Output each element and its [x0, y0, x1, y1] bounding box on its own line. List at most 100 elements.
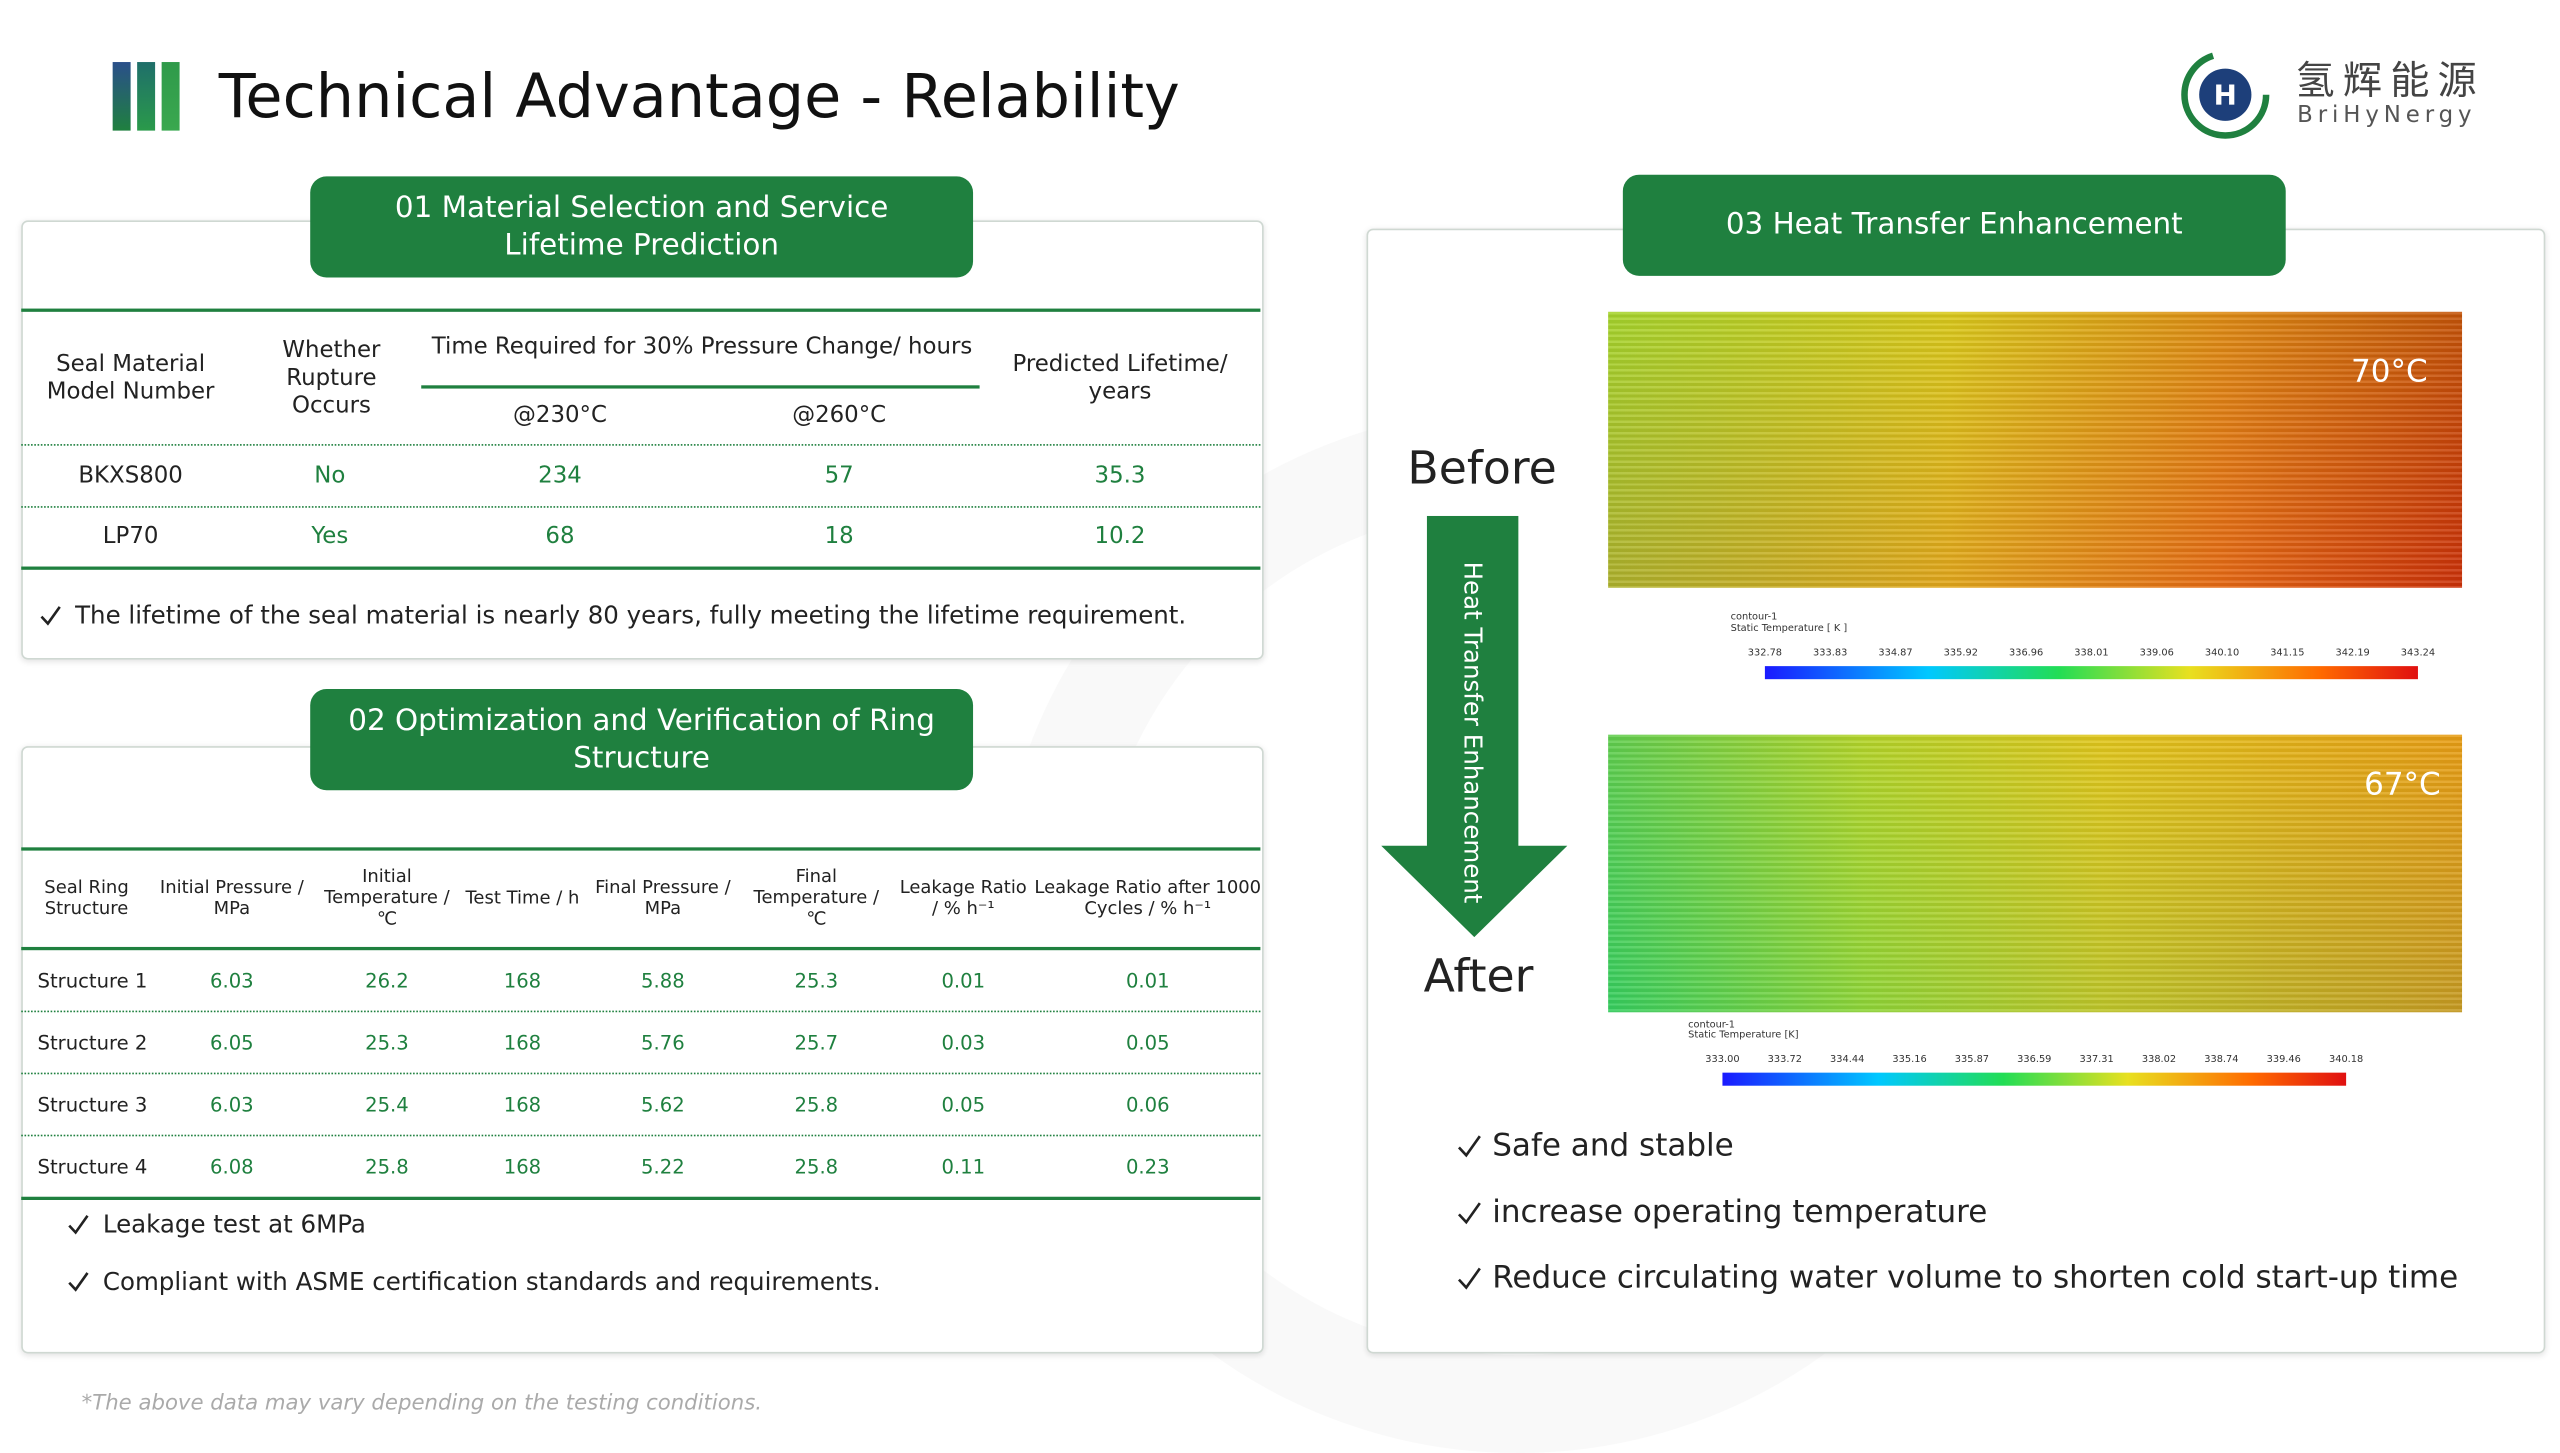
table-cell: 18 — [824, 523, 854, 550]
section-title: 03 Heat Transfer Enhancement — [1622, 174, 2286, 276]
table-header: Leakage Ratio / % h⁻¹ — [899, 876, 1027, 920]
table-cell: 25.4 — [365, 1093, 409, 1117]
note: increase operating temperature — [1492, 1193, 1988, 1230]
table-cell: LP70 — [102, 523, 159, 550]
table-cell: 35.3 — [1094, 463, 1146, 490]
table-cell: Structure 4 — [37, 1155, 148, 1179]
table-header: Initial Temperature / ℃ — [324, 865, 450, 930]
colorbar-tick: 337.31 — [2079, 1053, 2114, 1066]
table-header: Seal Material Model Number — [46, 351, 215, 405]
table-rule — [21, 1010, 1261, 1013]
table-cell: 26.2 — [365, 969, 409, 993]
table-cell: Structure 1 — [37, 969, 148, 993]
table-rule — [21, 946, 1261, 951]
table-subheader: @230°C — [513, 402, 607, 429]
section-title: 02 Optimization and Verification of Ring… — [310, 688, 974, 791]
table-rule — [21, 308, 1261, 312]
table-cell: 168 — [503, 1031, 542, 1055]
table-cell: Structure 3 — [37, 1093, 148, 1117]
before-label: Before — [1407, 441, 1557, 496]
table-header: Time Required for 30% Pressure Change/ h… — [431, 334, 973, 361]
table-cell: Yes — [311, 523, 349, 550]
colorbar-after — [1722, 1072, 2347, 1086]
table-rule — [21, 1072, 1261, 1075]
table-header: Initial Pressure / MPa — [159, 876, 304, 920]
table-cell: 6.03 — [210, 969, 254, 993]
table-header: Final Temperature / ℃ — [753, 865, 880, 930]
logo-icon: H — [2181, 50, 2270, 139]
check-icon — [40, 606, 61, 626]
heatmap-before — [1608, 311, 2463, 588]
table-cell: 5.62 — [641, 1093, 685, 1117]
table-cell: 234 — [538, 463, 582, 490]
footnote: *The above data may vary depending on th… — [81, 1391, 763, 1416]
table-cell: 168 — [503, 1093, 542, 1117]
table-rule — [21, 444, 1261, 446]
table-header: Whether Rupture Occurs — [282, 337, 381, 419]
table-cell: BKXS800 — [78, 463, 183, 490]
arrow-label: Heat Transfer Enhancement — [1457, 561, 1488, 904]
temperature-label: 67°C — [2364, 766, 2441, 803]
colorbar-tick: 334.44 — [1830, 1053, 1865, 1066]
table-cell: 6.05 — [210, 1031, 254, 1055]
check-icon — [1457, 1267, 1481, 1290]
slide-title: Technical Advantage - Relability — [218, 61, 1180, 132]
table-rule — [21, 506, 1261, 508]
after-label: After — [1423, 948, 1534, 1003]
legend-subtitle: Static Temperature [ K ] — [1730, 622, 1848, 635]
table-header: Test Time / h — [465, 887, 580, 909]
colorbar-tick: 335.92 — [1943, 647, 1978, 659]
title-icon — [112, 62, 131, 131]
panel-1 — [21, 220, 1264, 660]
table-cell: 168 — [503, 969, 542, 993]
colorbar-tick: 333.83 — [1813, 647, 1848, 659]
colorbar-tick: 340.10 — [2204, 647, 2240, 659]
table-subheader: @260°C — [792, 402, 887, 429]
table-cell: 25.8 — [794, 1093, 839, 1117]
logo-mark: H — [2214, 78, 2237, 111]
table-cell: Structure 2 — [37, 1031, 148, 1055]
table-rule — [21, 1134, 1261, 1137]
table-header: Seal Ring Structure — [44, 876, 129, 920]
section-title: 01 Material Selection and Service Lifeti… — [310, 176, 974, 278]
table-cell: 68 — [545, 523, 575, 550]
table-cell: 0.01 — [941, 969, 986, 993]
colorbar-tick: 343.24 — [2400, 647, 2436, 659]
table-cell: 0.23 — [1125, 1155, 1170, 1179]
colorbar-before — [1764, 666, 2418, 680]
temperature-label: 70°C — [2351, 353, 2428, 390]
legend-subtitle: Static Temperature [K] — [1688, 1029, 1799, 1041]
table-cell: 5.22 — [641, 1155, 685, 1179]
colorbar-tick: 332.78 — [1747, 647, 1783, 659]
table-cell: 57 — [824, 463, 854, 490]
colorbar-tick: 338.01 — [2074, 647, 2109, 659]
note: Safe and stable — [1492, 1127, 1734, 1164]
logo-en: BriHyNergy — [2297, 102, 2477, 129]
colorbar-tick: 339.06 — [2139, 647, 2174, 659]
note: Reduce circulating water volume to short… — [1492, 1259, 2459, 1296]
legend-title: contour-1 — [1688, 1019, 1735, 1031]
colorbar-tick: 338.74 — [2204, 1053, 2239, 1066]
table-cell: 0.05 — [941, 1093, 986, 1117]
table-rule — [21, 1196, 1261, 1200]
table-header: Predicted Lifetime/ years — [1012, 351, 1228, 405]
check-icon — [68, 1272, 89, 1292]
check-icon — [68, 1215, 89, 1235]
table-cell: 6.03 — [210, 1093, 254, 1117]
heatmap-after — [1608, 734, 2463, 1013]
colorbar-tick: 333.72 — [1767, 1053, 1802, 1066]
table-cell: 25.7 — [794, 1031, 839, 1055]
check-icon — [1457, 1135, 1481, 1158]
table-cell: 25.3 — [794, 969, 839, 993]
table-rule — [21, 566, 1261, 570]
colorbar-tick: 335.87 — [1954, 1053, 1990, 1066]
table-cell: 25.3 — [365, 1031, 409, 1055]
colorbar-tick: 341.15 — [2270, 647, 2305, 659]
colorbar-tick: 334.87 — [1878, 647, 1913, 659]
table-cell: 0.11 — [941, 1155, 986, 1179]
colorbar-tick: 340.18 — [2328, 1053, 2364, 1066]
logo-cn: 氢辉能源 — [2295, 58, 2485, 104]
note: The lifetime of the seal material is nea… — [75, 600, 1187, 631]
